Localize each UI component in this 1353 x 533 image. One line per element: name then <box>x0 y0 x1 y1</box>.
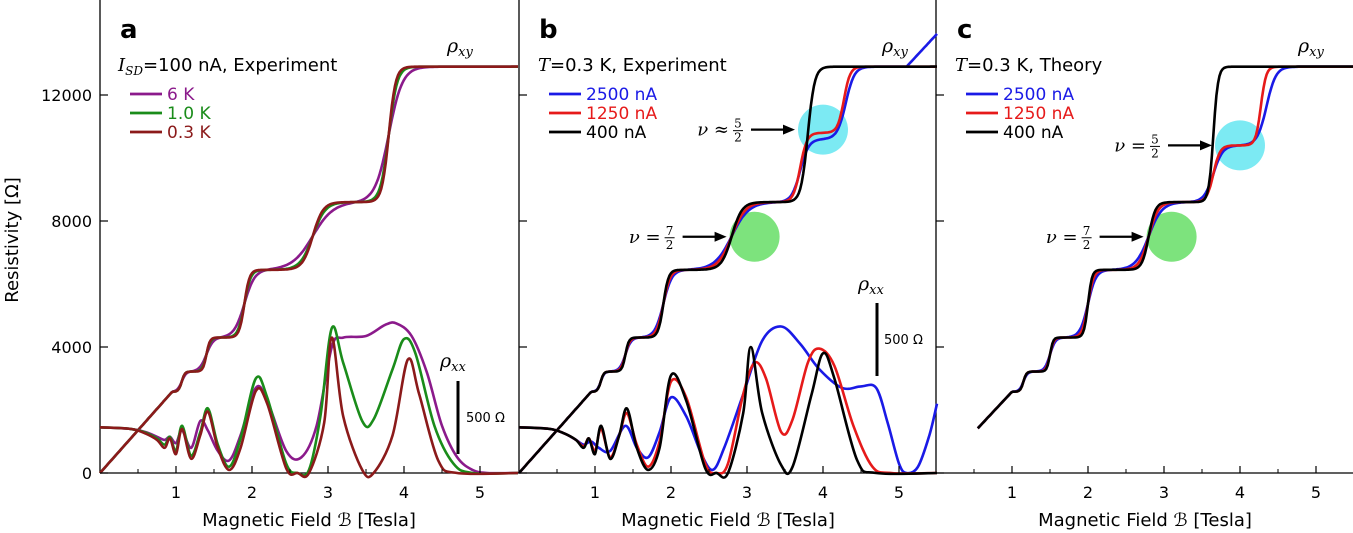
y-tick-label: 0 <box>82 464 92 483</box>
x-tick-label: 5 <box>1311 483 1321 502</box>
legend-label: 1.0 K <box>167 104 211 124</box>
y-tick-label: 8000 <box>51 212 92 231</box>
series-line-rho-xx <box>518 325 939 475</box>
series-line-rho-xx <box>99 336 519 479</box>
filling-factor-label: ν = <box>1114 135 1146 156</box>
condition-var: I <box>117 55 126 76</box>
rho-xx-label-b: ρxx <box>857 273 885 298</box>
rho-xy-label-a: ρxy <box>446 35 474 60</box>
condition-sub: SD <box>125 64 143 78</box>
x-tick-label: 4 <box>1235 483 1245 502</box>
legend-label: 2500 nA <box>586 85 657 105</box>
rho-xy-label-b: ρxy <box>881 35 909 60</box>
panel-a-condition: ISD=100 nA, Experiment <box>117 55 337 78</box>
fraction-denominator: 2 <box>1151 146 1159 160</box>
x-tick-label: 5 <box>475 483 485 502</box>
legend-label: 1250 nA <box>586 104 657 124</box>
series-line-rho-xx <box>99 321 519 475</box>
fraction-denominator: 2 <box>666 238 674 252</box>
condition-var: T <box>538 55 552 76</box>
y-tick-label: 4000 <box>51 338 92 357</box>
x-axis-title-c: Magnetic Field ℬ [Tesla] <box>1038 510 1252 531</box>
rho-xx-label-a: ρxx <box>439 350 467 375</box>
x-axis-title-a: Magnetic Field ℬ [Tesla] <box>202 510 416 531</box>
condition-text: =0.3 K, Experiment <box>550 55 727 76</box>
x-tick-label: 4 <box>399 483 409 502</box>
legend-label: 0.3 K <box>167 123 211 143</box>
x-tick-label: 3 <box>742 483 752 502</box>
annotation-arrow-head <box>1131 231 1144 242</box>
series-line-rho-xx <box>518 347 938 475</box>
x-tick-labels-a: 1 2 3 4 5 <box>171 483 485 502</box>
legend-label: 400 nA <box>1003 123 1064 143</box>
filling-factor-label: ν = <box>629 227 661 248</box>
x-tick-label: 4 <box>818 483 828 502</box>
legend-label: 6 K <box>167 85 195 105</box>
y-tick-label: 12000 <box>41 86 92 105</box>
series-line-rho-xy <box>99 65 518 474</box>
x-axis-title-b: Magnetic Field ℬ [Tesla] <box>621 510 835 531</box>
series-line-rho-xy <box>518 33 938 474</box>
x-tick-label: 2 <box>247 483 257 502</box>
annotation-circles <box>729 104 1265 262</box>
condition-text: =100 nA, Experiment <box>143 55 337 76</box>
annotations: 52ν ≈72ν =52ν =72ν = <box>629 117 1212 252</box>
axis-ticks <box>100 94 1317 474</box>
fraction-denominator: 2 <box>1083 238 1091 252</box>
series-line-rho-xy <box>99 65 518 474</box>
condition-var: T <box>955 55 969 76</box>
x-tick-label: 2 <box>1083 483 1093 502</box>
fraction-numerator: 7 <box>1083 224 1091 238</box>
x-tick-label: 3 <box>323 483 333 502</box>
data-lines <box>99 33 1353 479</box>
fraction-numerator: 7 <box>666 224 674 238</box>
fraction-denominator: 2 <box>734 131 742 145</box>
x-tick-label: 1 <box>590 483 600 502</box>
fraction-numerator: 5 <box>1151 132 1159 146</box>
filling-factor-label: ν = <box>1046 227 1078 248</box>
filling-factor-highlight-circle <box>729 211 780 262</box>
x-tick-label: 1 <box>171 483 181 502</box>
filling-factor-highlight-circle <box>1146 211 1197 262</box>
rho-xy-label-c: ρxy <box>1297 35 1325 60</box>
x-tick-label: 2 <box>666 483 676 502</box>
x-tick-label: 5 <box>894 483 904 502</box>
scale-bar-label-b: 500 Ω <box>884 333 923 348</box>
y-axis-title: Resistivity [Ω] <box>2 177 23 302</box>
annotation-arrow-head <box>714 231 727 242</box>
x-tick-label: 3 <box>1159 483 1169 502</box>
legend-label: 2500 nA <box>1003 85 1074 105</box>
legend-label: 1250 nA <box>1003 104 1074 124</box>
annotation-arrow-head <box>1200 140 1212 151</box>
series-line-rho-xx <box>518 345 938 479</box>
condition-text: =0.3 K, Theory <box>967 55 1103 76</box>
filling-factor-label: ν ≈ <box>697 120 729 141</box>
fraction-numerator: 5 <box>734 117 742 131</box>
x-tick-label: 1 <box>1007 483 1017 502</box>
panel-b-condition: T=0.3 K, Experiment <box>538 55 727 76</box>
series-line-rho-xy <box>99 65 518 474</box>
panel-c-condition: T=0.3 K, Theory <box>955 55 1103 76</box>
panel-letter-a: a <box>120 15 138 45</box>
series-line-rho-xy <box>976 65 1353 430</box>
legend-label: 400 nA <box>586 123 647 143</box>
panel-letter-c: c <box>957 15 972 45</box>
x-tick-labels-c: 1 2 3 4 5 <box>1007 483 1321 502</box>
panel-letter-b: b <box>539 15 558 45</box>
series-line-rho-xx <box>99 325 519 477</box>
scale-bar-label-a: 500 Ω <box>466 411 505 426</box>
annotation-arrow-head <box>783 124 795 135</box>
series-line-rho-xy <box>518 65 937 474</box>
x-tick-labels-b: 1 2 3 4 5 <box>590 483 904 502</box>
